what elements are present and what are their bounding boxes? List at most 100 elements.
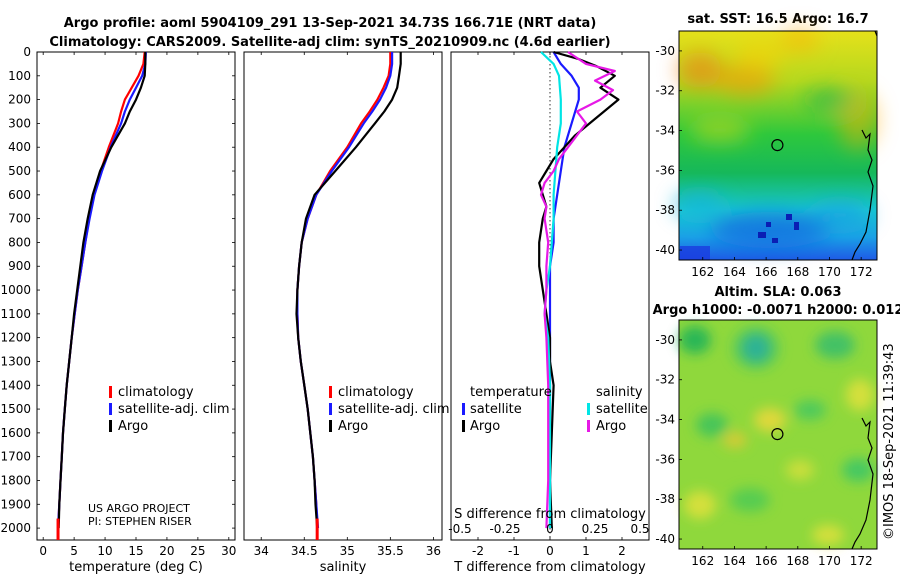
x-tick-label: 34.5 <box>291 544 318 558</box>
depth-tick-label: 1200 <box>0 331 31 345</box>
warm-patch <box>715 64 775 96</box>
depth-tick-label: 1300 <box>0 354 31 368</box>
legend-salinity-title: salinity <box>596 385 643 400</box>
s-diff-tick-label: 0.5 <box>630 522 649 536</box>
x-tick-label: -1 <box>508 544 520 558</box>
high-anomaly <box>812 525 844 545</box>
map-y-tick-label: -38 <box>655 492 675 506</box>
depth-tick-label: 1700 <box>0 450 31 464</box>
depth-tick-label: 300 <box>8 116 31 130</box>
title-line-1: Argo profile: aoml 5904109_291 13-Sep-20… <box>64 16 597 31</box>
mid-patch <box>805 90 855 110</box>
depth-tick-label: 1000 <box>0 283 31 297</box>
temperature-profiles <box>56 51 147 540</box>
difference-legend: temperature satellite Argo salinity sate… <box>462 385 648 434</box>
sla-heatmap <box>679 320 877 550</box>
difference-panel: -2 -1 0 1 2 T difference from climatology S … <box>448 50 650 575</box>
map-x-tick-label: 162 <box>691 554 714 568</box>
temperature-panel: 0100200300400500600700800900100011001200… <box>0 45 649 575</box>
low-anomaly <box>732 326 780 370</box>
cold-cell <box>772 238 778 243</box>
depth-tick-label: 100 <box>8 69 31 83</box>
map-y-tick-label: -40 <box>655 243 675 257</box>
sla-map-panel: Altim. SLA: 0.063 Argo h1000: -0.0071 h2… <box>653 285 900 568</box>
argo-position-marker <box>771 139 784 152</box>
salinity-x-axis: 34 34.5 35 35.5 36 <box>254 52 441 558</box>
low-anomaly <box>842 458 874 482</box>
legend-climatology: climatology <box>118 385 194 400</box>
depth-tick-label: 600 <box>8 188 31 202</box>
temperature-x-axis: 0 5 10 15 20 25 30 <box>39 52 236 558</box>
s-diff-tick-label: 0.25 <box>582 522 609 536</box>
sst-map-panel: sat. SST: 16.5 Argo: 16.7 <box>655 12 878 279</box>
legend-s-argo: Argo <box>596 419 626 434</box>
legend-climatology: climatology <box>338 385 414 400</box>
map-x-tick-label: 170 <box>818 265 841 279</box>
sla-map-title-1: Altim. SLA: 0.063 <box>715 285 842 300</box>
difference-xlabel: T difference from climatology <box>453 560 646 575</box>
depth-tick-label: 0 <box>23 45 31 59</box>
cool-patch <box>675 193 725 217</box>
x-tick-label: 36 <box>426 544 441 558</box>
legend-swatch-satellite <box>109 403 112 415</box>
legend-swatch-climatology <box>109 386 112 398</box>
legend-temperature-title: temperature <box>470 385 552 400</box>
map-x-tick-label: 168 <box>786 265 809 279</box>
cold-cell <box>794 222 799 230</box>
salinity-line-argo <box>295 52 402 529</box>
x-tick-label: 34 <box>254 544 269 558</box>
difference-line-salinity-argo <box>539 51 616 529</box>
map-x-tick-label: 164 <box>723 554 746 568</box>
bottom-marker <box>56 518 60 540</box>
sst-heatmap <box>675 28 878 261</box>
high-anomaly <box>754 408 786 432</box>
high-anomaly <box>846 379 874 411</box>
map-x-tick-label: 172 <box>850 265 873 279</box>
depth-tick-label: 800 <box>8 235 31 249</box>
s-diff-tick-label: -0.25 <box>489 522 520 536</box>
difference-line-salinity-satellite <box>540 51 562 529</box>
map-y-tick-label: -40 <box>655 532 675 546</box>
depth-tick-label: 1100 <box>0 307 31 321</box>
temperature-line-argo <box>57 52 147 529</box>
high-anomaly <box>786 460 814 480</box>
x-tick-label: 35.5 <box>377 544 404 558</box>
legend-swatch-s-argo <box>587 420 590 432</box>
map-x-tick-label: 170 <box>818 554 841 568</box>
map-x-tick-label: 168 <box>786 554 809 568</box>
cold-cell <box>766 222 771 227</box>
legend-swatch-climatology <box>329 386 332 398</box>
salinity-difference-ticks: -0.5 -0.25 0 0.25 0.5 <box>448 522 649 536</box>
x-tick-label: 2 <box>618 544 626 558</box>
sla-map-title-2: Argo h1000: -0.0071 h2000: 0.012 <box>653 303 900 318</box>
salinity-panel: 34 34.5 35 35.5 36 salinity climatology sate… <box>243 51 454 575</box>
x-tick-label: 15 <box>128 544 143 558</box>
x-tick-label: 0 <box>546 544 554 558</box>
map-y-tick-label: -38 <box>655 203 675 217</box>
depth-tick-label: 1500 <box>0 402 31 416</box>
map-y-tick-label: -32 <box>655 84 675 98</box>
legend-satellite: satellite-adj. clim. <box>338 402 454 417</box>
map-y-tick-label: -36 <box>655 452 675 466</box>
depth-tick-label: 500 <box>8 164 31 178</box>
map-x-tick-label: 162 <box>691 265 714 279</box>
cold-cell <box>786 214 792 220</box>
low-anomaly <box>679 326 711 354</box>
map-y-tick-label: -30 <box>655 44 675 58</box>
bottom-marker <box>315 518 319 540</box>
legend-swatch-satellite <box>329 403 332 415</box>
sst-map-frame <box>678 30 878 261</box>
depth-tick-label: 1600 <box>0 426 31 440</box>
s-diff-tick-label: 0 <box>546 522 554 536</box>
warm-patch <box>780 28 820 52</box>
depth-tick-label: 1800 <box>0 473 31 487</box>
map-y-tick-label: -32 <box>655 373 675 387</box>
depth-tick-label: 1900 <box>0 497 31 511</box>
legend-s-satellite: satellite <box>596 402 648 417</box>
legend-swatch-argo <box>109 420 112 432</box>
x-tick-label: 30 <box>221 544 236 558</box>
depth-tick-label: 2000 <box>0 521 31 535</box>
cold-cell <box>758 232 766 238</box>
salinity-axes <box>243 51 443 541</box>
cool-patch <box>810 203 870 227</box>
